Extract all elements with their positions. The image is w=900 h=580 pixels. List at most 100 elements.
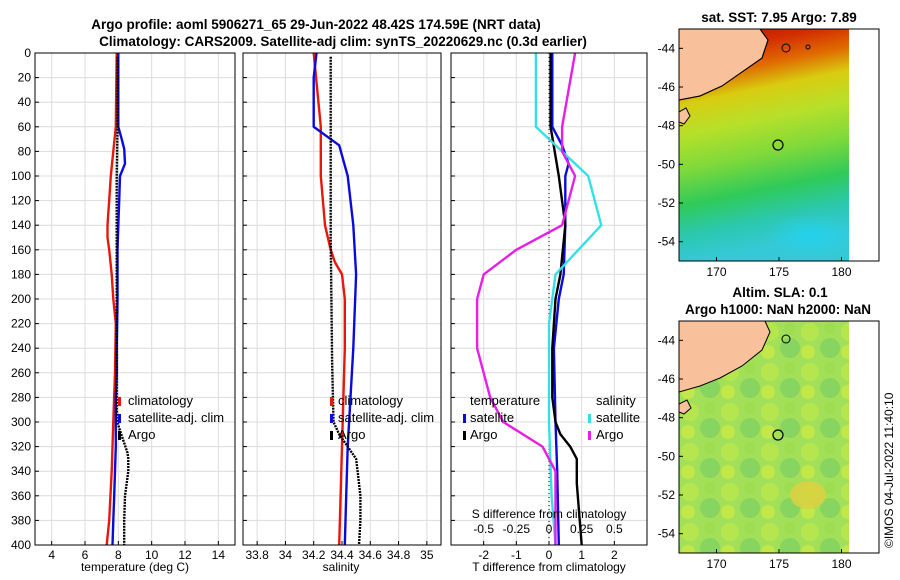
coastline [679, 29, 769, 101]
legend-label-satellite-adj: satellite-adj. clim [128, 410, 224, 425]
map-y-tick-label: -48 [658, 411, 676, 425]
series-argo [115, 56, 130, 545]
y-tick-label: 280 [11, 390, 31, 404]
temperature-legend: climatology satellite-adj. clim Argo [118, 393, 224, 442]
s-tick-label: -0.5 [473, 522, 494, 536]
x-tick-label: 34.8 [387, 548, 411, 562]
y-tick-label: 120 [11, 194, 31, 208]
y-tick-label: 40 [18, 95, 32, 109]
map-x-tick-label: 180 [831, 557, 851, 571]
x-tick-label: 34.6 [359, 548, 383, 562]
series-satellite-adj-clim [111, 53, 127, 546]
legend-label-satellite-adj: satellite-adj. clim [338, 410, 434, 425]
sla-map-subtitle: Argo h1000: NaN h2000: NaN [685, 302, 871, 317]
x-tick-label: 1 [578, 548, 585, 562]
legend-label-climatology: climatology [338, 393, 404, 408]
map-x-tick-label: 180 [831, 265, 851, 279]
y-tick-label: 360 [11, 489, 31, 503]
sst-map [678, 28, 880, 262]
x-tick-label: -2 [478, 548, 489, 562]
chatham-islet [781, 43, 791, 53]
sla-high-patch [790, 481, 826, 509]
legend-label-climatology: climatology [128, 393, 194, 408]
y-tick-label: 220 [11, 317, 31, 331]
sla-map-title: Altim. SLA: 0.1 [732, 285, 828, 300]
x-tick-label: 14 [212, 548, 226, 562]
s-tick-label: -0.25 [503, 522, 531, 536]
temperature-profile-panel: 4 6 8 10 12 140204060801001201401601802002202… [11, 46, 236, 562]
land-south-island [679, 321, 771, 393]
y-tick-label: 240 [11, 341, 31, 355]
islet [805, 44, 811, 50]
x-tick-label: 34 [279, 548, 293, 562]
legend-label-argo: Argo [128, 427, 155, 442]
legend-label-s-argo: Argo [596, 427, 623, 442]
legend-swatch-t-satellite [463, 414, 466, 423]
legend-swatch-satellite-adj [330, 414, 333, 423]
s-tick-label: 0.5 [606, 522, 623, 536]
gridlines [451, 52, 647, 546]
map-y-tick-label: -46 [658, 80, 676, 94]
legend-swatch-climatology [330, 397, 333, 406]
legend-swatch-t-argo [463, 431, 466, 440]
temperature-xlabel: temperature (deg C) [81, 560, 189, 574]
x-tick-label: 2 [611, 548, 618, 562]
s-tick-label: 0 [546, 522, 553, 536]
legend-swatch-s-argo [588, 431, 591, 440]
legend-label-argo: Argo [338, 427, 365, 442]
y-tick-label: 100 [11, 169, 31, 183]
map-x-tick-label: 175 [769, 557, 789, 571]
series-climatology [105, 52, 118, 546]
map-y-tick-label: -52 [658, 488, 676, 502]
y-tick-label: 160 [11, 243, 31, 257]
x-tick-label: 8 [115, 548, 122, 562]
y-tick-label: 60 [18, 120, 32, 134]
argo-location-marker [772, 139, 784, 151]
x-tick-label: 33.8 [245, 548, 269, 562]
land-islet [679, 399, 692, 415]
y-tick-label: 140 [11, 218, 31, 232]
y-tick-label: 380 [11, 513, 31, 527]
x-tick-label: 10 [145, 548, 159, 562]
map-y-tick-label: -44 [658, 41, 676, 55]
x-tick-label: 4 [48, 548, 55, 562]
gridlines [243, 52, 441, 546]
map-y-tick-label: -44 [658, 333, 676, 347]
x-tick-label: 34.2 [302, 548, 326, 562]
salinity-profile-panel: 33.8 34 34.2 34.4 34.6 34.8 35 [242, 52, 442, 562]
argo-location-marker [772, 429, 784, 441]
series-t-argo [549, 53, 583, 546]
x-tick-label: 35 [420, 548, 434, 562]
map-y-tick-label: -54 [658, 527, 676, 541]
map-x-tick-label: 170 [706, 557, 726, 571]
chatham-islet [781, 334, 791, 344]
sla-map [678, 320, 880, 554]
salinity-legend: climatology satellite-adj. clim Argo [330, 393, 434, 442]
series-t-satellite [551, 53, 570, 546]
gridlines [35, 52, 235, 546]
x-tick-label: 12 [178, 548, 192, 562]
series-climatology [312, 52, 346, 546]
difference-profile-panel: -2 -1 0 1 2 -0.5 -0.25 0 0.25 0.5 [450, 52, 648, 562]
salinity-xlabel: salinity [323, 560, 360, 574]
y-tick-label: 0 [24, 46, 31, 60]
legend-swatch-argo [330, 431, 333, 440]
legend-label-s-satellite: satellite [596, 410, 640, 425]
sst-map-title: sat. SST: 7.95 Argo: 7.89 [701, 10, 857, 25]
y-tick-label: 340 [11, 464, 31, 478]
land-islet [679, 107, 691, 125]
y-tick-label: 300 [11, 415, 31, 429]
legend-temperature-title: temperature [470, 393, 540, 408]
x-tick-label: 6 [82, 548, 89, 562]
map-y-tick-label: -54 [658, 235, 676, 249]
map-y-tick-label: -52 [658, 196, 676, 210]
legend-swatch-s-satellite [588, 414, 591, 423]
imos-watermark: ©IMOS 04-Jul-2022 11:40:10 [882, 392, 896, 548]
legend-swatch-satellite-adj [118, 414, 121, 423]
y-tick-label: 20 [18, 71, 32, 85]
x-tick-label: 0 [546, 548, 553, 562]
legend-swatch-climatology [118, 397, 121, 406]
figure-title-line1: Argo profile: aoml 5906271_65 29-Jun-202… [91, 17, 540, 32]
difference-legend: temperature satellite Argo salinity sate… [463, 393, 640, 442]
